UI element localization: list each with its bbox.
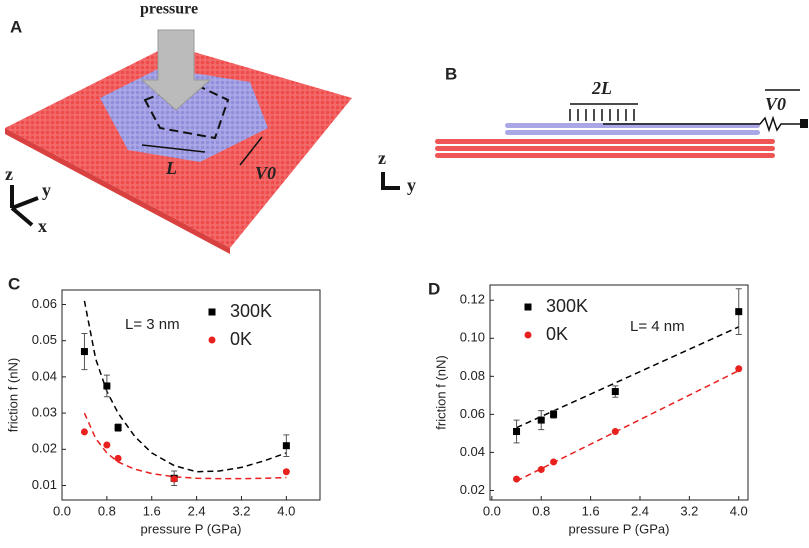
legend-label: 0K	[230, 329, 252, 349]
x-tick-label: 1.6	[582, 503, 600, 518]
x-axis-label: pressure P (GPa)	[569, 521, 670, 536]
axis-y: y	[42, 180, 51, 200]
data-point	[611, 388, 619, 396]
length-label: 2L	[591, 78, 612, 98]
data-point	[513, 428, 521, 436]
annotation: L= 3 nm	[125, 316, 180, 333]
legend-marker	[524, 303, 532, 311]
substrate-layer	[435, 146, 775, 151]
plot-frame	[489, 284, 749, 501]
fit-line	[83, 412, 287, 480]
x-tick-label: 0.0	[53, 503, 71, 518]
panel-label: D	[428, 279, 440, 298]
data-point	[550, 458, 558, 466]
data-point	[103, 382, 111, 390]
legend-label: 0K	[546, 324, 568, 344]
flake	[100, 68, 268, 162]
spring	[603, 115, 800, 133]
fit-line	[516, 369, 740, 482]
x-tick-label: 0.0	[483, 503, 501, 518]
driver	[800, 119, 808, 128]
length-label: L	[165, 158, 177, 178]
annotation: L= 4 nm	[630, 318, 685, 335]
panel-label: B	[445, 64, 457, 83]
data-point	[611, 428, 619, 436]
data-point	[550, 410, 558, 418]
data-point	[513, 475, 521, 483]
x-tick-label: 0.8	[532, 503, 550, 518]
y-tick-label: 0.06	[460, 406, 485, 421]
axis-x: x	[38, 216, 47, 236]
legend-marker	[208, 336, 216, 344]
y-tick-label: 0.01	[32, 477, 57, 492]
data-point	[80, 428, 88, 436]
substrate-edge	[5, 128, 230, 254]
legend-label: 300K	[230, 301, 272, 321]
data-point	[80, 348, 88, 356]
x-tick-label: 1.6	[143, 503, 161, 518]
x-tick-label: 4.0	[277, 503, 295, 518]
velocity-label: V0	[255, 163, 276, 183]
data-point	[170, 475, 178, 483]
axis-z: z	[5, 164, 13, 184]
flake-layer	[505, 130, 760, 135]
data-point	[103, 441, 111, 449]
y-tick-label: 0.02	[460, 482, 485, 497]
y-axis-label: friction f (nN)	[5, 358, 20, 432]
y-tick-label: 0.05	[32, 332, 57, 347]
y-tick-label: 0.08	[460, 368, 485, 383]
velocity-arrow	[239, 136, 263, 166]
pressure-label: pressure	[140, 1, 198, 18]
data-point	[282, 468, 290, 476]
data-point	[114, 424, 122, 432]
x-tick-label: 4.0	[730, 503, 748, 518]
y-tick-label: 0.03	[32, 405, 57, 420]
substrate-layer	[435, 153, 775, 158]
data-point	[282, 442, 290, 450]
load-arrows	[569, 103, 638, 121]
x-tick-label: 0.8	[98, 503, 116, 518]
pressure-arrow	[140, 29, 212, 111]
y-axis-label: friction f (nN)	[433, 355, 448, 429]
panel-label: C	[8, 274, 20, 293]
data-point	[735, 308, 743, 316]
data-point	[735, 365, 743, 373]
axes-icon	[10, 185, 39, 227]
y-tick-label: 0.12	[460, 292, 485, 307]
legend-marker	[208, 308, 216, 316]
y-tick-label: 0.10	[460, 330, 485, 345]
y-tick-label: 0.02	[32, 441, 57, 456]
velocity-label: V0	[765, 94, 786, 114]
x-tick-label: 2.4	[631, 503, 649, 518]
x-tick-label: 3.2	[232, 503, 250, 518]
x-axis-label: pressure P (GPa)	[141, 521, 242, 536]
axis-y: y	[407, 175, 416, 195]
legend-marker	[524, 331, 532, 339]
fit-line	[83, 300, 287, 473]
y-tick-label: 0.06	[32, 296, 57, 311]
y-tick-label: 0.04	[460, 444, 485, 459]
substrate-layer	[435, 139, 775, 144]
data-point	[114, 454, 122, 462]
x-tick-label: 3.2	[680, 503, 698, 518]
data-point	[537, 466, 545, 474]
panel-label: A	[10, 17, 22, 36]
x-tick-label: 2.4	[188, 503, 206, 518]
y-tick-label: 0.04	[32, 368, 57, 383]
plot-frame	[61, 289, 321, 501]
axes-icon	[381, 172, 400, 190]
axis-z: z	[378, 148, 386, 168]
length-arrow	[141, 144, 206, 153]
legend-label: 300K	[546, 296, 588, 316]
data-point	[537, 416, 545, 424]
